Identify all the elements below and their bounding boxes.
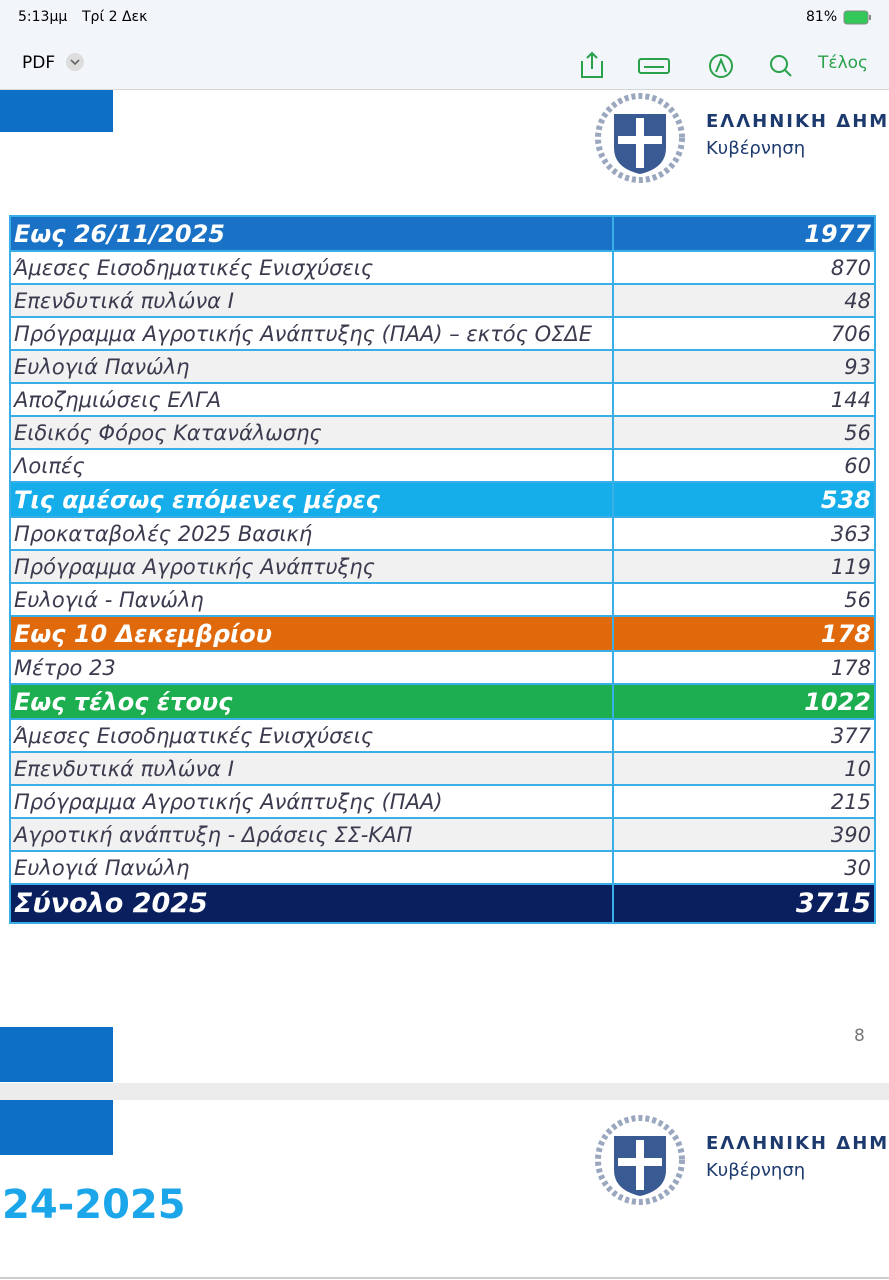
item-row: Μέτρο 23 178 [9,650,876,685]
item-row: Αγροτική ανάπτυξη - Δράσεις ΣΣ-ΚΑΠ 390 [9,817,876,852]
label-cell: Προκαταβολές 2025 Βασική [9,516,614,551]
page-accent [0,1027,113,1082]
label-cell: Επενδυτικά πυλώνα Ι [9,283,614,318]
header-country: ΕΛΛΗΝΙΚΗ ΔΗΜ [706,1133,889,1154]
amount-cell: 178 [612,615,876,652]
amount-cell: 144 [612,382,876,417]
label-cell: Πρόγραμμα Αγροτικής Ανάπτυξης [9,549,614,584]
time: 5:13μμ [18,9,68,25]
item-row: Ευλογιά Πανώλη 93 [9,349,876,384]
emblem [595,1115,685,1205]
amount-cell: 119 [612,549,876,584]
emblem [595,93,685,183]
amount-cell: 1022 [612,683,876,720]
item-row: Αποζημιώσεις ΕΛΓΑ 144 [9,382,876,417]
total-row: Σύνολο 2025 3715 [9,883,876,924]
item-row: Πρόγραμμα Αγροτικής Ανάπτυξης 119 [9,549,876,584]
item-row: Επενδυτικά πυλώνα Ι 48 [9,283,876,318]
item-row: Επενδυτικά πυλώνα Ι 10 [9,751,876,786]
label-cell: Τις αμέσως επόμενες μέρες [9,481,614,518]
header-government: Κυβέρνηση [706,138,806,159]
amount-cell: 60 [612,448,876,483]
item-row: Προκαταβολές 2025 Βασική 363 [9,516,876,551]
item-row: Άμεσες Εισοδηματικές Ενισχύσεις 870 [9,250,876,285]
item-row: Ευλογιά - Πανώλη 56 [9,582,876,617]
item-row: Ευλογιά Πανώλη 30 [9,850,876,885]
section-header: Εως 26/11/2025 1977 [9,215,876,252]
amount-cell: 3715 [612,883,876,924]
label-cell: Άμεσες Εισοδηματικές Ενισχύσεις [9,250,614,285]
amount-cell: 56 [612,415,876,450]
toolbar-icons[interactable] [576,49,806,81]
label-cell: Μέτρο 23 [9,650,614,685]
amount-cell: 48 [612,283,876,318]
item-row: Πρόγραμμα Αγροτικής Ανάπτυξης (ΠΑΑ) 215 [9,784,876,819]
item-row: Λοιπές 60 [9,448,876,483]
section-header: Εως 10 Δεκεμβρίου 178 [9,615,876,652]
item-row: Ειδικός Φόρος Κατανάλωσης 56 [9,415,876,450]
battery-level: 81% [806,9,838,25]
amount-cell: 870 [612,250,876,285]
amount-cell: 390 [612,817,876,852]
item-row: Άμεσες Εισοδηματικές Ενισχύσεις 377 [9,718,876,753]
page-accent [0,90,113,132]
label-cell: Πρόγραμμα Αγροτικής Ανάπτυξης (ΠΑΑ) – εκ… [9,316,614,351]
amount-cell: 363 [612,516,876,551]
toolbar: PDF Τέλος [0,45,889,90]
item-row: Πρόγραμμα Αγροτικής Ανάπτυξης (ΠΑΑ) – εκ… [9,316,876,351]
label-cell: Άμεσες Εισοδηματικές Ενισχύσεις [9,718,614,753]
payments-table: Εως 26/11/2025 1977 Άμεσες Εισοδηματικές Ε… [9,215,876,924]
label-cell: Λοιπές [9,448,614,483]
label-cell: Ευλογιά Πανώλη [9,850,614,885]
amount-cell: 10 [612,751,876,786]
view-chevron[interactable] [65,52,85,72]
amount-cell: 1977 [612,215,876,252]
label-cell: Ευλογιά Πανώλη [9,349,614,384]
status-bar: 5:13μμ Τρί 2 Δεκ 81% [0,0,889,45]
label-cell: Ευλογιά - Πανώλη [9,582,614,617]
amount-cell: 93 [612,349,876,384]
section-header: Τις αμέσως επόμενες μέρες 538 [9,481,876,518]
divider [0,1277,889,1279]
label-cell: Επενδυτικά πυλώνα Ι [9,751,614,786]
amount-cell: 538 [612,481,876,518]
amount-cell: 56 [612,582,876,617]
label-cell: Σύνολο 2025 [9,883,614,924]
label-cell: Αποζημιώσεις ΕΛΓΑ [9,382,614,417]
page-title: 24-2025 [2,1182,186,1228]
amount-cell: 178 [612,650,876,685]
done-button[interactable]: Τέλος [818,53,869,73]
amount-cell: 706 [612,316,876,351]
view-menu[interactable]: PDF [22,53,56,73]
label-cell: Εως 26/11/2025 [9,215,614,252]
header-government: Κυβέρνηση [706,1160,806,1181]
label-cell: Ειδικός Φόρος Κατανάλωσης [9,415,614,450]
label-cell: Εως τέλος έτους [9,683,614,720]
section-header: Εως τέλος έτους 1022 [9,683,876,720]
label-cell: Εως 10 Δεκεμβρίου [9,615,614,652]
amount-cell: 377 [612,718,876,753]
date: Τρί 2 Δεκ [82,9,148,25]
page-accent [0,1100,113,1155]
label-cell: Πρόγραμμα Αγροτικής Ανάπτυξης (ΠΑΑ) [9,784,614,819]
header-country: ΕΛΛΗΝΙΚΗ ΔΗΜ [706,111,889,132]
amount-cell: 215 [612,784,876,819]
page-gap [0,1083,889,1100]
battery-icon [843,10,871,25]
page-number: 8 [854,1026,865,1046]
amount-cell: 30 [612,850,876,885]
label-cell: Αγροτική ανάπτυξη - Δράσεις ΣΣ-ΚΑΠ [9,817,614,852]
